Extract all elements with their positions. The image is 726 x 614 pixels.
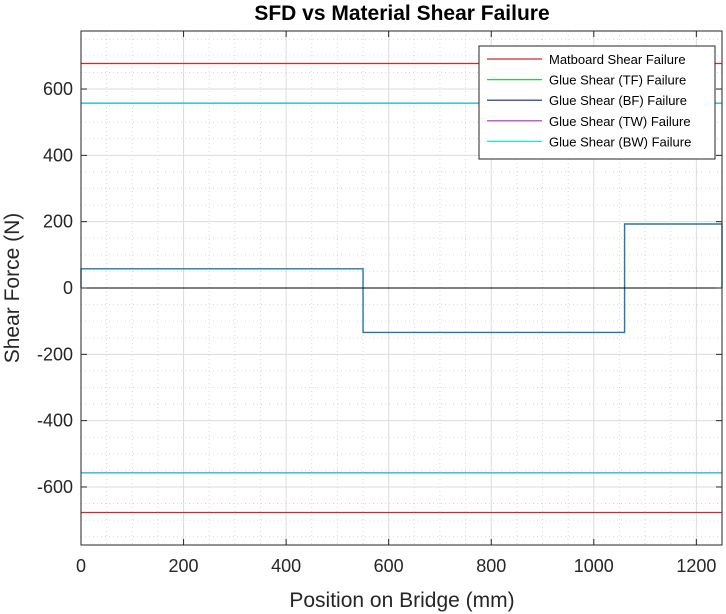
legend-label: Glue Shear (BW) Failure <box>549 134 691 149</box>
y-axis-label: Shear Force (N) <box>1 213 24 364</box>
y-tick-label: 400 <box>43 145 73 165</box>
x-axis-label: Position on Bridge (mm) <box>289 589 514 612</box>
x-tick-label: 1000 <box>574 556 614 576</box>
y-tick-label: -600 <box>37 477 73 497</box>
x-tick-label: 0 <box>76 556 86 576</box>
chart-title: SFD vs Material Shear Failure <box>254 2 549 25</box>
sfd-line <box>80 223 723 334</box>
y-tick-label: 600 <box>43 79 73 99</box>
legend-label: Matboard Shear Failure <box>549 52 686 67</box>
y-tick-label: 0 <box>63 278 73 298</box>
x-tick-label: 600 <box>374 556 404 576</box>
legend: Matboard Shear Failure Glue Shear (TF) Fa… <box>478 45 716 160</box>
y-tick-label: -200 <box>37 344 73 364</box>
y-axis-ticks: -600 -400 -200 0 200 400 600 <box>37 79 722 497</box>
x-tick-label: 400 <box>271 556 301 576</box>
legend-label: Glue Shear (TF) Failure <box>549 73 686 88</box>
x-tick-label: 1200 <box>676 556 716 576</box>
y-tick-label: -400 <box>37 411 73 431</box>
legend-label: Glue Shear (BF) Failure <box>549 93 687 108</box>
x-tick-label: 200 <box>169 556 199 576</box>
legend-label: Glue Shear (TW) Failure <box>549 114 691 129</box>
x-axis-ticks: 0 200 400 600 800 1000 1200 <box>76 31 716 576</box>
x-tick-label: 800 <box>476 556 506 576</box>
y-tick-label: 200 <box>43 212 73 232</box>
legend-box <box>478 45 716 160</box>
